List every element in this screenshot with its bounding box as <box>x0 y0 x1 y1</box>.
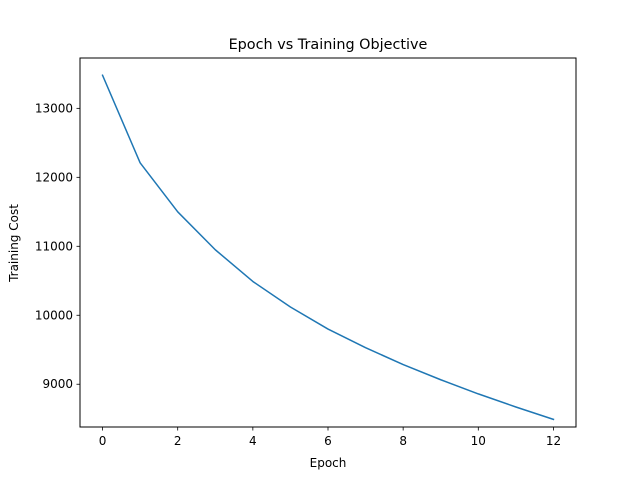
series-line <box>101 74 555 421</box>
plot-area-frame <box>79 57 577 428</box>
x-tick-label: 0 <box>99 434 107 448</box>
x-axis-label: Epoch <box>310 456 347 470</box>
x-axis: 0 2 4 6 8 10 12 <box>99 427 561 448</box>
x-tick-label: 10 <box>471 434 486 448</box>
y-axis: 9000 10000 11000 12000 13000 <box>35 101 80 391</box>
x-tick-label: 8 <box>399 434 407 448</box>
y-tick-label: 12000 <box>35 170 73 184</box>
y-tick-label: 10000 <box>35 308 73 322</box>
x-tick-label: 4 <box>249 434 257 448</box>
x-tick-label: 2 <box>174 434 182 448</box>
series-layer <box>101 74 555 421</box>
y-tick-label: 13000 <box>35 101 73 115</box>
x-tick-label: 12 <box>546 434 561 448</box>
y-axis-label: Training Cost <box>7 204 21 283</box>
y-tick-label: 9000 <box>42 377 73 391</box>
chart-title: Epoch vs Training Objective <box>229 37 428 53</box>
y-tick-label: 11000 <box>35 239 73 253</box>
x-tick-label: 6 <box>324 434 332 448</box>
